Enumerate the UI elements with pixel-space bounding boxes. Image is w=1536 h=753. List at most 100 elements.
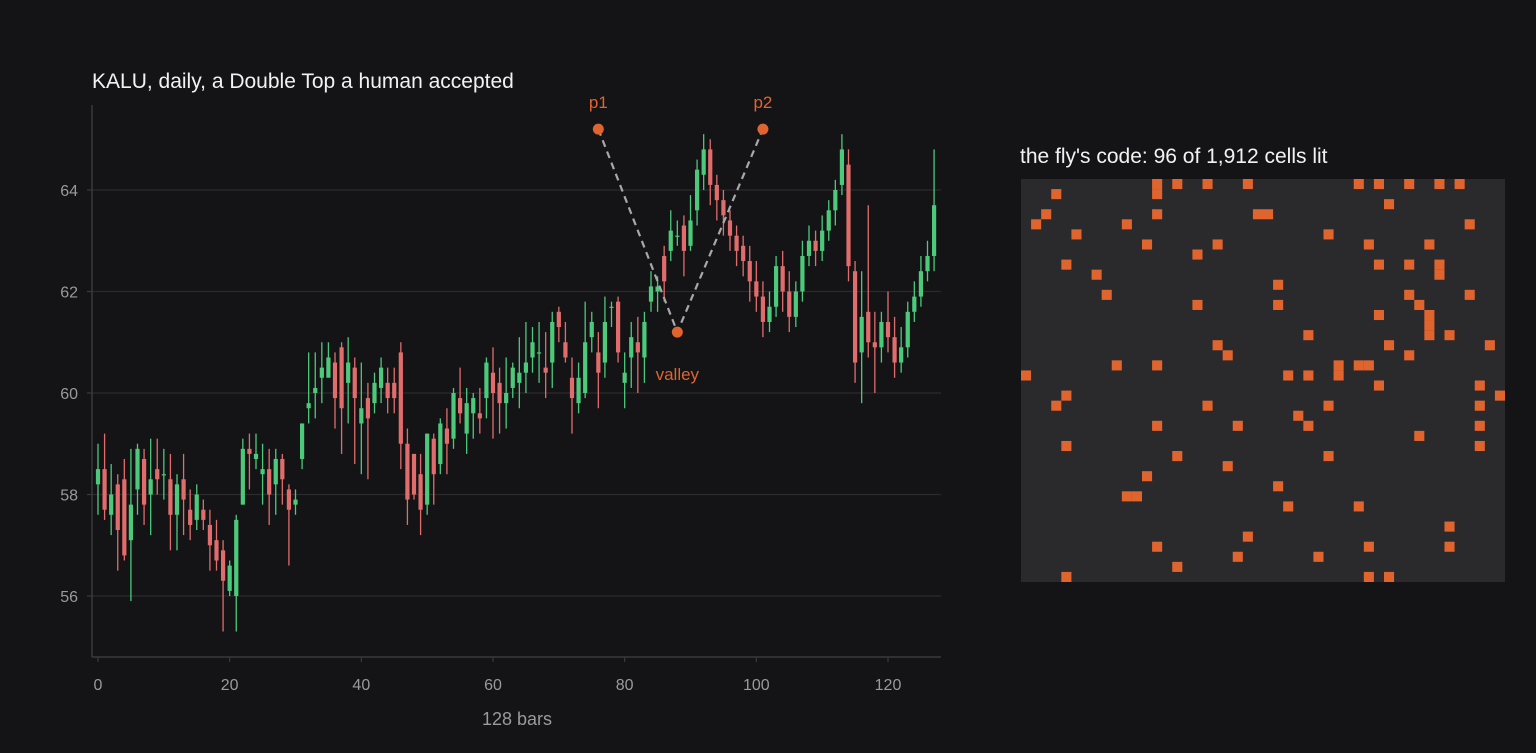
- candle-body-36: [332, 362, 338, 399]
- candle-49: [418, 453, 423, 536]
- candle-body-119: [879, 321, 884, 348]
- candle-8: [148, 438, 153, 536]
- candle-68: [543, 332, 548, 399]
- candle-body-76: [596, 352, 601, 373]
- candle-body-80: [622, 372, 627, 383]
- candle-body-64: [517, 372, 522, 383]
- lit-cell-r13-c35: [1373, 309, 1384, 321]
- x-tick-label-100: 100: [743, 677, 770, 694]
- double-top-pattern: p1 valley p2: [589, 93, 773, 384]
- candle-7: [141, 448, 147, 525]
- candle-body-59: [484, 362, 489, 399]
- lit-cell-r0-c38: [1404, 179, 1415, 190]
- x-tick-label-0: 0: [94, 677, 103, 694]
- candle-121: [892, 316, 897, 378]
- lit-cell-r16-c36: [1384, 340, 1395, 351]
- candle-56: [464, 387, 469, 454]
- candle-71: [563, 321, 568, 363]
- candle-body-67: [536, 352, 542, 354]
- lit-cell-r39-c4: [1061, 571, 1072, 582]
- candle-body-70: [556, 311, 561, 328]
- lit-cell-r26-c4: [1061, 440, 1072, 452]
- candle-97: [734, 225, 739, 267]
- lit-cell-r32-c26: [1283, 501, 1294, 512]
- candle-body-123: [905, 311, 910, 348]
- candle-96: [727, 210, 733, 251]
- candle-64: [517, 337, 522, 409]
- candle-105: [787, 271, 792, 333]
- candle-body-28: [280, 458, 285, 480]
- lit-cell-r17-c20: [1222, 350, 1233, 361]
- candle-17: [207, 509, 213, 571]
- candle-body-15: [194, 494, 199, 520]
- candle-body-65: [523, 362, 529, 373]
- candle-91: [694, 159, 700, 226]
- candle-body-27: [273, 458, 278, 485]
- candle-body-49: [418, 474, 423, 510]
- candle-1: [102, 433, 107, 520]
- candle-78: [609, 301, 614, 328]
- candle-89: [681, 215, 687, 277]
- candle-50: [425, 433, 430, 515]
- candle-body-55: [457, 398, 463, 414]
- candle-112: [833, 179, 838, 226]
- candle-body-117: [866, 311, 871, 343]
- lit-cell-r10-c25: [1273, 279, 1284, 290]
- candle-body-115: [852, 271, 858, 363]
- candle-2: [109, 464, 114, 536]
- candle-body-17: [207, 524, 213, 546]
- candle-57: [471, 393, 476, 439]
- candle-116: [859, 271, 864, 404]
- lit-cell-r19-c31: [1333, 370, 1344, 381]
- lit-cell-r6-c34: [1363, 239, 1374, 250]
- candle-39: [352, 357, 357, 465]
- candle-110: [820, 215, 825, 262]
- candle-body-63: [510, 367, 515, 388]
- candle-123: [905, 301, 910, 358]
- candle-59: [484, 357, 489, 419]
- candle-body-100: [754, 281, 759, 297]
- candle-body-72: [569, 377, 575, 399]
- candle-body-30: [293, 499, 298, 505]
- y-ticks: 56 58 60 62 64: [60, 183, 92, 606]
- candle-body-10: [161, 474, 166, 476]
- candle-54: [451, 387, 456, 449]
- lit-cell-r22-c45: [1474, 400, 1485, 411]
- lit-cell-r12-c39: [1414, 299, 1425, 310]
- candle-body-47: [405, 443, 410, 500]
- candle-body-124: [912, 296, 917, 312]
- candle-99: [747, 245, 752, 302]
- lit-cell-r0-c15: [1172, 179, 1183, 190]
- candle-body-51: [431, 438, 436, 475]
- lit-cell-r0-c43: [1454, 179, 1465, 190]
- x-tick-label-20: 20: [221, 677, 239, 694]
- candle-21: [234, 514, 239, 632]
- candle-10: [161, 448, 166, 500]
- candle-body-89: [681, 225, 687, 251]
- candle-body-113: [839, 149, 845, 185]
- lit-cell-r0-c41: [1434, 179, 1445, 190]
- candle-75: [589, 311, 594, 353]
- candle-55: [457, 367, 463, 424]
- candle-body-91: [694, 169, 700, 211]
- lit-cell-r29-c12: [1142, 471, 1153, 482]
- candle-body-66: [530, 342, 535, 358]
- y-gridlines: [92, 189, 941, 597]
- candle-body-75: [589, 321, 594, 338]
- lit-cell-r9-c7: [1091, 269, 1102, 280]
- candle-body-84: [648, 286, 654, 302]
- lit-cell-r22-c30: [1323, 400, 1334, 411]
- candle-body-34: [319, 367, 324, 378]
- candle-body-120: [885, 321, 891, 338]
- lit-cell-r3-c13: [1152, 209, 1163, 220]
- lit-cell-r31-c10: [1121, 491, 1132, 502]
- candle-body-43: [378, 367, 384, 388]
- candle-body-42: [372, 382, 377, 404]
- candle-body-20: [227, 565, 232, 591]
- candle-127: [931, 149, 937, 272]
- candle-body-78: [609, 306, 614, 308]
- candle-body-101: [760, 296, 766, 322]
- candle-body-11: [168, 479, 173, 515]
- candle-body-99: [747, 261, 752, 282]
- candle-88: [675, 220, 680, 246]
